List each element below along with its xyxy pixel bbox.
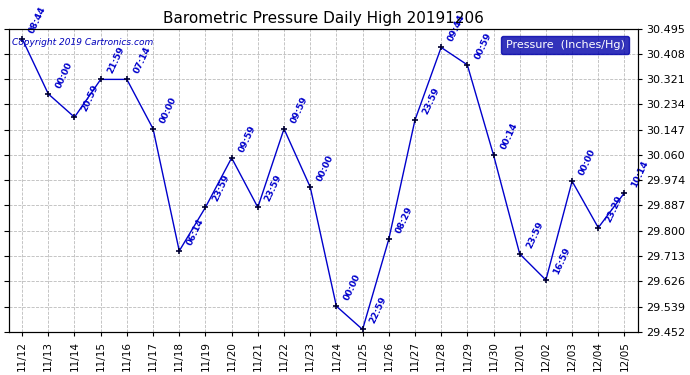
Text: 20:59: 20:59 — [80, 83, 100, 113]
Text: 06:14: 06:14 — [185, 217, 205, 247]
Text: 22:59: 22:59 — [368, 296, 388, 326]
Text: 08:29: 08:29 — [394, 206, 415, 235]
Text: 09:59: 09:59 — [237, 124, 257, 154]
Text: 00:00: 00:00 — [54, 60, 74, 90]
Text: 00:00: 00:00 — [159, 95, 179, 124]
Text: 00:00: 00:00 — [342, 273, 362, 302]
Text: 23:59: 23:59 — [211, 173, 231, 203]
Text: 23:29: 23:29 — [604, 194, 624, 224]
Text: 21:59: 21:59 — [106, 45, 126, 75]
Text: 07:14: 07:14 — [132, 45, 152, 75]
Text: 00:14: 00:14 — [499, 121, 520, 151]
Text: 08:44: 08:44 — [28, 4, 48, 34]
Text: 23:59: 23:59 — [264, 173, 284, 203]
Title: Barometric Pressure Daily High 20191206: Barometric Pressure Daily High 20191206 — [163, 11, 484, 26]
Text: Copyright 2019 Cartronics.com: Copyright 2019 Cartronics.com — [12, 38, 153, 46]
Text: 23:59: 23:59 — [420, 86, 441, 116]
Text: 00:59: 00:59 — [473, 31, 493, 61]
Text: 09:44: 09:44 — [446, 13, 467, 43]
Text: 23:59: 23:59 — [525, 220, 546, 250]
Text: 10:14: 10:14 — [630, 159, 650, 189]
Text: 09:59: 09:59 — [290, 95, 310, 124]
Text: 16:59: 16:59 — [551, 246, 572, 276]
Legend: Pressure  (Inches/Hg): Pressure (Inches/Hg) — [501, 36, 629, 54]
Text: 00:00: 00:00 — [578, 148, 598, 177]
Text: 00:00: 00:00 — [316, 153, 336, 183]
